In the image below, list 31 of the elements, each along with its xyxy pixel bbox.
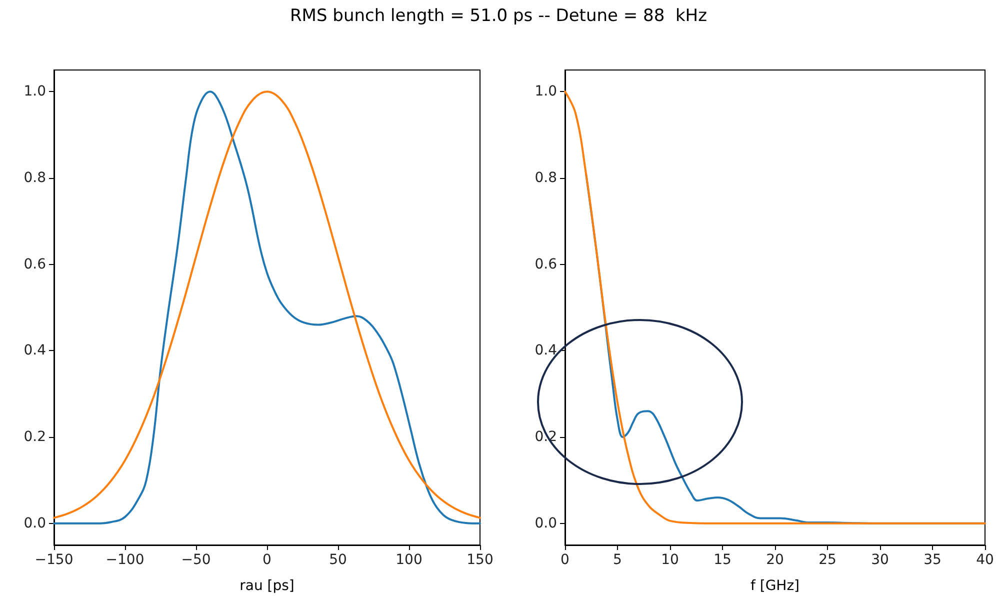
x-tick-label: 40 (976, 552, 994, 568)
x-tick-label: −50 (181, 552, 211, 568)
y-tick-label: 0.0 (534, 515, 557, 532)
x-tick-label: 5 (613, 552, 622, 568)
x-tick-label: 10 (661, 552, 679, 568)
y-tick-label: 0.8 (24, 170, 46, 186)
x-tick-label: −100 (106, 552, 144, 568)
y-tick-label: 0.6 (534, 256, 558, 272)
x-tick-label: 50 (329, 552, 347, 568)
x-tick-label: 100 (396, 552, 422, 568)
y-tick-label: 0.2 (24, 429, 46, 446)
x-tick-label: 150 (466, 552, 494, 568)
y-tick-label: 0.4 (534, 342, 558, 359)
x-tick-label: −150 (34, 552, 74, 568)
x-tick-label: 20 (766, 552, 784, 568)
x-tick-label: 0 (262, 552, 272, 568)
y-tick-label: 1.0 (24, 84, 46, 100)
x-tick-label: 25 (818, 552, 836, 568)
y-tick-label: 0.0 (24, 515, 46, 532)
x-tick-label: 15 (714, 552, 732, 568)
x-tick-label: 35 (924, 552, 942, 568)
chart-title: RMS bunch length = 51.0 ps -- Detune = 88 kHz (288, 6, 708, 26)
line-series (564, 90, 986, 524)
x-tick-label: 30 (871, 552, 889, 568)
y-tick-label: 0.8 (534, 170, 557, 186)
y-tick-label: 1.0 (534, 84, 557, 100)
x-tick-label: 0 (560, 552, 570, 568)
x-axis-title: f [GHz] (750, 578, 800, 594)
y-tick-label: 0.4 (24, 342, 46, 359)
x-axis-title: rau [ps] (240, 578, 294, 594)
y-tick-label: 0.6 (24, 256, 46, 272)
